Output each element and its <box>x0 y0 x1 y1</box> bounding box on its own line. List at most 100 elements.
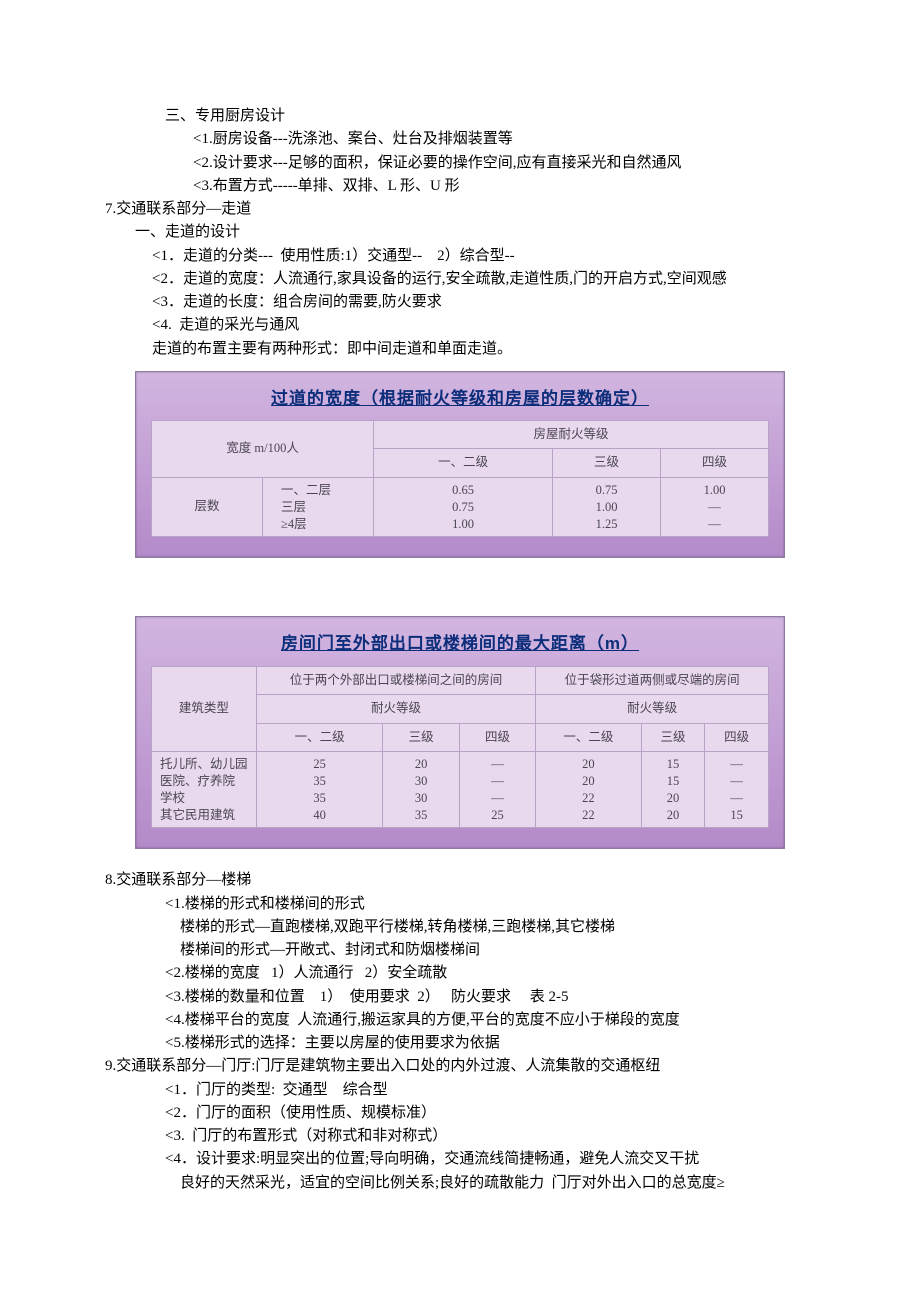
cell-line: ≥4层 <box>281 517 307 531</box>
cell-line: 22 <box>582 791 595 805</box>
table-title: 房间门至外部出口或楼梯间的最大距离（m） <box>136 617 784 665</box>
cell-line: — <box>491 774 504 788</box>
table-row: 建筑类型 位于两个外部出口或楼梯间之间的房间 位于袋形过道两侧或尽端的房间 <box>152 666 769 694</box>
cell: — — — 15 <box>705 751 769 828</box>
col-header: 耐火等级 <box>256 695 535 723</box>
cell: 20 20 22 22 <box>536 751 642 828</box>
cell: 15 15 20 20 <box>641 751 705 828</box>
cell-line: — <box>730 791 743 805</box>
cell-line: 1.00 <box>452 517 474 531</box>
text-line: 走道的布置主要有两种形式：即中间走道和单面走道。 <box>105 338 815 361</box>
table-row: 层数 一、二层 三层 ≥4层 0.65 0.75 1.00 0.75 1.00 … <box>152 477 769 537</box>
cell-line: 15 <box>667 757 680 771</box>
cell-line: — <box>708 517 721 531</box>
table-title: 过道的宽度（根据耐火等级和房屋的层数确定） <box>136 372 784 420</box>
text-line: 9.交通联系部分—门厅:门厅是建筑物主要出入口处的内外过渡、人流集散的交通枢纽 <box>105 1055 815 1078</box>
cell-line: 35 <box>313 791 326 805</box>
text-line: 三、专用厨房设计 <box>105 105 815 128</box>
cell-line: — <box>730 757 743 771</box>
col-header: 三级 <box>553 449 661 477</box>
cell-line: 25 <box>313 757 326 771</box>
text-line: <2.设计要求---足够的面积，保证必要的操作空间,应有直接采光和自然通风 <box>105 152 815 175</box>
text-line: <5.楼梯形式的选择：主要以房屋的使用要求为依据 <box>105 1032 815 1055</box>
text-line: <1.厨房设备---洗涤池、案台、灶台及排烟装置等 <box>105 128 815 151</box>
cell-line: 20 <box>582 757 595 771</box>
cell: — — — 25 <box>459 751 535 828</box>
cell-line: 20 <box>667 791 680 805</box>
col-header: 三级 <box>383 723 459 751</box>
col-header: 建筑类型 <box>152 666 257 751</box>
cell-line: 其它民用建筑 <box>160 808 235 822</box>
text-line: <4. 走道的采光与通风 <box>105 314 815 337</box>
col-header: 三级 <box>641 723 705 751</box>
cell-line: 35 <box>313 774 326 788</box>
cell-line: 0.75 <box>452 500 474 514</box>
cell-line: 15 <box>730 808 743 822</box>
text-line: <1.楼梯的形式和楼梯间的形式 <box>105 893 815 916</box>
col-header: 房屋耐火等级 <box>374 421 769 449</box>
cell-line: 20 <box>582 774 595 788</box>
cell: 托儿所、幼儿园 医院、疗养院 学校 其它民用建筑 <box>152 751 257 828</box>
text-line: <3.楼梯的数量和位置 1） 使用要求 2） 防火要求 表 2-5 <box>105 986 815 1009</box>
cell-line: 25 <box>491 808 504 822</box>
table: 建筑类型 位于两个外部出口或楼梯间之间的房间 位于袋形过道两侧或尽端的房间 耐火… <box>151 666 769 829</box>
text-line: <4.楼梯平台的宽度 人流通行,搬运家具的方便,平台的宽度不应小于梯段的宽度 <box>105 1009 815 1032</box>
cell-line: 1.00 <box>704 483 726 497</box>
cell-line: 1.25 <box>596 517 618 531</box>
col-header: 耐火等级 <box>536 695 769 723</box>
cell: 0.75 1.00 1.25 <box>553 477 661 537</box>
col-header: 位于袋形过道两侧或尽端的房间 <box>536 666 769 694</box>
cell-line: 0.75 <box>596 483 618 497</box>
cell-line: 托儿所、幼儿园 <box>160 757 248 771</box>
text-line: <3. 门厅的布置形式（对称式和非对称式） <box>105 1125 815 1148</box>
row-header: 层数 <box>152 477 263 537</box>
cell-line: 30 <box>415 791 428 805</box>
text-line: <2.楼梯的宽度 1）人流通行 2）安全疏散 <box>105 962 815 985</box>
cell-line: 三层 <box>281 500 306 514</box>
cell: 20 30 30 35 <box>383 751 459 828</box>
cell-line: 22 <box>582 808 595 822</box>
text-line: <1．门厅的类型: 交通型 综合型 <box>105 1079 815 1102</box>
cell: 25 35 35 40 <box>256 751 383 828</box>
text-line: <4．设计要求:明显突出的位置;导向明确，交通流线简捷畅通，避免人流交叉干扰 <box>105 1148 815 1171</box>
table-corridor-width: 过道的宽度（根据耐火等级和房屋的层数确定） 宽度 m/100人 房屋耐火等级 一… <box>135 371 785 559</box>
text-line: 楼梯的形式—直跑楼梯,双跑平行楼梯,转角楼梯,三跑楼梯,其它楼梯 <box>105 916 815 939</box>
cell-line: 35 <box>415 808 428 822</box>
table-row: 托儿所、幼儿园 医院、疗养院 学校 其它民用建筑 25 35 35 40 20 … <box>152 751 769 828</box>
col-header: 一、二级 <box>256 723 383 751</box>
table-max-distance: 房间门至外部出口或楼梯间的最大距离（m） 建筑类型 位于两个外部出口或楼梯间之间… <box>135 616 785 849</box>
cell-line: — <box>491 791 504 805</box>
col-header: 位于两个外部出口或楼梯间之间的房间 <box>256 666 535 694</box>
text-line: 良好的天然采光，适宜的空间比例关系;良好的疏散能力 门厅对外出入口的总宽度≥ <box>105 1172 815 1195</box>
text-line: 7.交通联系部分—走道 <box>105 198 815 221</box>
text-line: <1．走道的分类--- 使用性质:1）交通型-- 2）综合型-- <box>105 245 815 268</box>
cell-line: — <box>708 500 721 514</box>
table-row: 宽度 m/100人 房屋耐火等级 <box>152 421 769 449</box>
col-header: 四级 <box>459 723 535 751</box>
col-header: 四级 <box>705 723 769 751</box>
text-line: <2．门厅的面积（使用性质、规模标准） <box>105 1102 815 1125</box>
col-header: 一、二级 <box>374 449 553 477</box>
text-line: <3．走道的长度：组合房间的需要,防火要求 <box>105 291 815 314</box>
cell-line: 1.00 <box>596 500 618 514</box>
col-header: 一、二级 <box>536 723 642 751</box>
cell-line: — <box>491 757 504 771</box>
cell-line: 学校 <box>160 791 185 805</box>
cell-line: 20 <box>667 808 680 822</box>
cell-line: 医院、疗养院 <box>160 774 235 788</box>
cell-line: 20 <box>415 757 428 771</box>
cell-line: 一、二层 <box>281 483 331 497</box>
cell: 1.00 — — <box>661 477 769 537</box>
cell-line: 15 <box>667 774 680 788</box>
table: 宽度 m/100人 房屋耐火等级 一、二级 三级 四级 层数 一、二层 三层 ≥… <box>151 420 769 537</box>
col-header: 四级 <box>661 449 769 477</box>
text-line: <3.布置方式-----单排、双排、L 形、U 形 <box>105 175 815 198</box>
cell-line: — <box>730 774 743 788</box>
cell-line: 40 <box>313 808 326 822</box>
text-line: <2．走道的宽度：人流通行,家具设备的运行,安全疏散,走道性质,门的开启方式,空… <box>105 268 815 291</box>
text-line: 8.交通联系部分—楼梯 <box>105 869 815 892</box>
cell-line: 0.65 <box>452 483 474 497</box>
col-header: 宽度 m/100人 <box>152 421 374 478</box>
cell: 0.65 0.75 1.00 <box>374 477 553 537</box>
cell-line: 30 <box>415 774 428 788</box>
